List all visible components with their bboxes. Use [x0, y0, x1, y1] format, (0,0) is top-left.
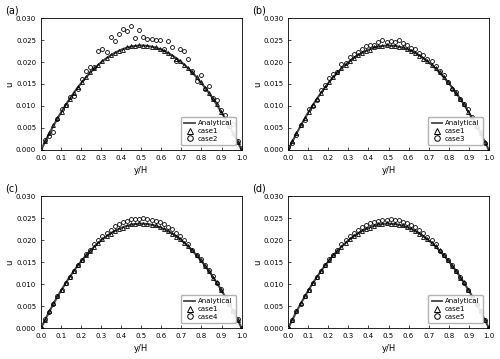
Y-axis label: u: u	[6, 81, 15, 87]
X-axis label: y/H: y/H	[134, 166, 148, 175]
Text: (d): (d)	[252, 183, 266, 194]
X-axis label: y/H: y/H	[382, 166, 396, 175]
Y-axis label: u: u	[253, 260, 262, 265]
X-axis label: y/H: y/H	[134, 344, 148, 354]
Legend: Analytical, case1, case2: Analytical, case1, case2	[181, 117, 236, 145]
Text: (a): (a)	[5, 5, 18, 15]
Y-axis label: u: u	[253, 81, 262, 87]
Legend: Analytical, case1, case3: Analytical, case1, case3	[428, 117, 482, 145]
X-axis label: y/H: y/H	[382, 344, 396, 354]
Legend: Analytical, case1, case5: Analytical, case1, case5	[428, 295, 482, 323]
Y-axis label: u: u	[6, 260, 15, 265]
Legend: Analytical, case1, case4: Analytical, case1, case4	[181, 295, 236, 323]
Text: (c): (c)	[5, 183, 18, 194]
Text: (b): (b)	[252, 5, 266, 15]
